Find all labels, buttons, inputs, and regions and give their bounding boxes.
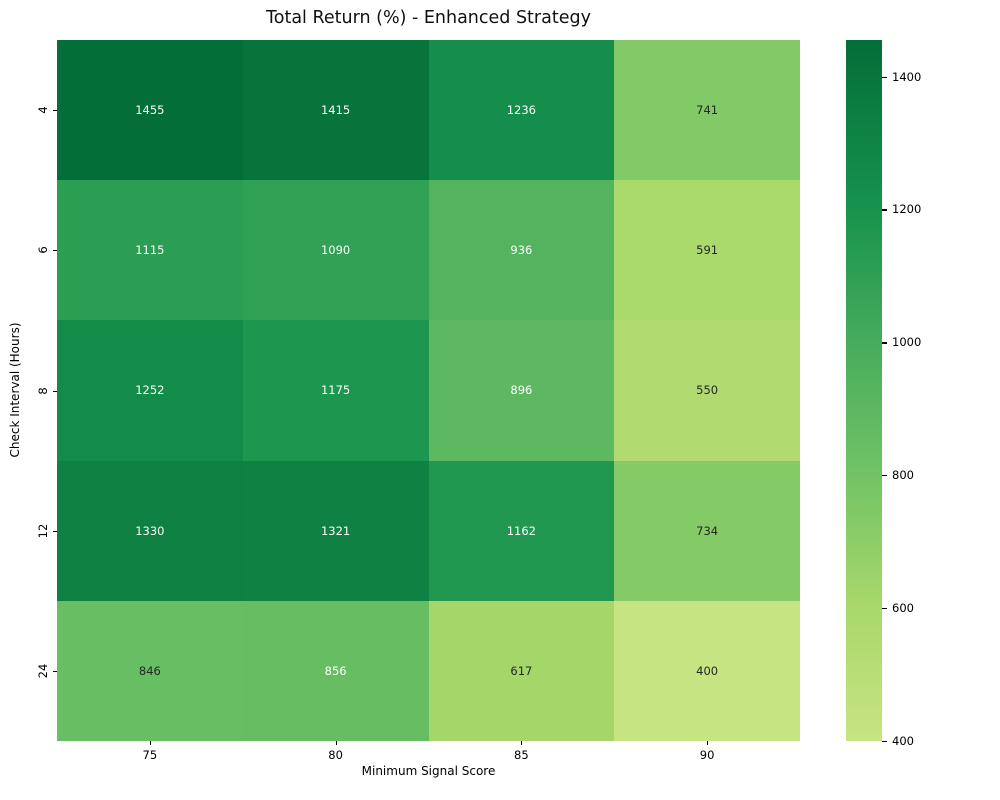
cell-value: 1175: [320, 383, 351, 398]
colorbar-tick-label: 400: [892, 734, 914, 748]
heatmap-cell: 1175: [242, 320, 429, 461]
cell-value: 550: [696, 383, 719, 398]
heatmap-cell: 617: [428, 600, 615, 741]
cell-value: 400: [696, 663, 719, 678]
cell-value: 1252: [135, 383, 165, 398]
cell-value: 1415: [320, 103, 351, 118]
cell-value: 1236: [506, 103, 537, 118]
colorbar: [846, 40, 882, 741]
heatmap-cell: 936: [428, 180, 615, 321]
x-tick-label: 80: [328, 748, 343, 762]
colorbar-tick-label: 800: [892, 468, 914, 483]
y-tick-mark: [53, 110, 57, 112]
heatmap-grid: 1455 1415 1236 741 1115 1090 936 591 1252 1175 896…: [57, 40, 800, 741]
colorbar-tick-mark: [882, 608, 887, 610]
y-tick-label: 24: [36, 663, 50, 679]
colorbar-tick-mark: [882, 76, 887, 78]
cell-value: 734: [696, 523, 719, 538]
y-tick-label: 4: [36, 106, 50, 114]
heatmap-cell: 1236: [428, 40, 615, 181]
x-tick-label: 75: [142, 748, 158, 762]
cell-value: 591: [696, 243, 719, 258]
cell-value: 741: [696, 103, 719, 118]
cell-value: 1090: [320, 243, 351, 258]
y-tick-label: 12: [36, 523, 50, 539]
x-tick-mark: [335, 741, 337, 745]
colorbar-tick-label: 1000: [892, 335, 922, 350]
y-tick-mark: [53, 670, 57, 672]
cell-value: 856: [324, 663, 347, 678]
colorbar-tick-mark: [882, 741, 887, 743]
x-tick-label: 90: [699, 748, 715, 762]
colorbar-tick-label: 1400: [892, 69, 922, 84]
colorbar-tick-mark: [882, 475, 887, 477]
cell-value: 936: [510, 243, 533, 258]
chart-title: Total Return (%) - Enhanced Strategy: [266, 8, 591, 28]
heatmap-cell: 1330: [57, 460, 243, 601]
heatmap-cell: 1321: [242, 460, 429, 601]
x-axis-label: Minimum Signal Score: [361, 764, 496, 778]
x-tick-label: 85: [514, 748, 529, 762]
cell-value: 1330: [135, 523, 165, 538]
heatmap-cell: 1252: [57, 320, 243, 461]
heatmap-cell: 1115: [57, 180, 243, 321]
colorbar-tick-label: 600: [892, 601, 914, 616]
heatmap-cell: 846: [57, 600, 243, 741]
y-tick-mark: [53, 390, 57, 392]
y-tick-label: 6: [36, 246, 50, 254]
x-tick-mark: [707, 741, 709, 745]
heatmap-cell: 1455: [57, 40, 243, 181]
heatmap-cell: 1090: [242, 180, 429, 321]
heatmap-cell: 741: [614, 40, 800, 181]
colorbar-tick-label: 1200: [892, 202, 922, 217]
y-tick-mark: [53, 250, 57, 252]
heatmap-cell: 1162: [428, 460, 615, 601]
heatmap-cell: 856: [242, 600, 429, 741]
heatmap-cell: 591: [614, 180, 800, 321]
x-tick-mark: [149, 741, 151, 745]
heatmap-cell: 400: [614, 600, 800, 741]
heatmap-cell: 1415: [242, 40, 429, 181]
colorbar-tick-mark: [882, 342, 887, 344]
cell-value: 896: [510, 383, 533, 398]
colorbar-tick-mark: [882, 209, 887, 211]
cell-value: 1162: [506, 523, 537, 538]
heatmap-cell: 896: [428, 320, 615, 461]
y-tick-label: 8: [36, 386, 50, 395]
x-tick-mark: [521, 741, 523, 745]
cell-value: 617: [510, 663, 533, 678]
heatmap-cell: 550: [614, 320, 800, 461]
cell-value: 846: [138, 663, 161, 678]
cell-value: 1455: [135, 103, 165, 118]
cell-value: 1321: [320, 523, 351, 538]
cell-value: 1115: [135, 243, 165, 258]
y-tick-mark: [53, 530, 57, 532]
heatmap-cell: 734: [614, 460, 800, 601]
